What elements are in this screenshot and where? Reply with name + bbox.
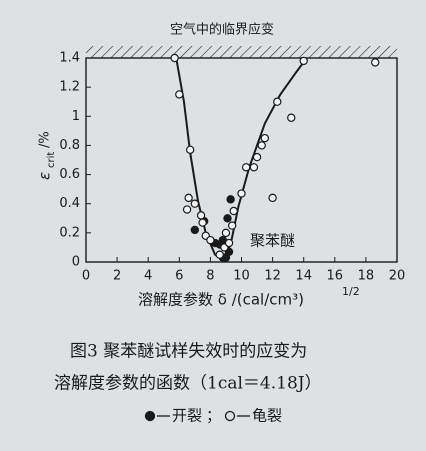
point bbox=[215, 250, 224, 259]
y-tick-label: 0.2 bbox=[59, 225, 80, 240]
legend-label: 龟裂 bbox=[252, 407, 282, 425]
hatch-band bbox=[86, 46, 397, 58]
point bbox=[371, 58, 380, 67]
point bbox=[249, 163, 259, 172]
point bbox=[190, 225, 200, 235]
x-tick-label: 12 bbox=[264, 269, 281, 284]
x-tick-label: 18 bbox=[358, 269, 375, 284]
y-symbol: ε bbox=[36, 172, 54, 180]
y-label: ε crit /% bbox=[36, 131, 58, 180]
legend: 开裂； 龟裂 bbox=[144, 407, 282, 425]
plot-frame bbox=[85, 57, 398, 263]
point bbox=[223, 214, 232, 223]
point bbox=[184, 193, 193, 203]
point bbox=[170, 53, 179, 63]
legend-sep: ； bbox=[206, 407, 221, 425]
y-tick-label: 0.8 bbox=[59, 138, 80, 153]
x-tick-label: 4 bbox=[144, 269, 152, 284]
caption-line: 溶解度参数的函数（1cal＝4.18J） bbox=[54, 374, 322, 394]
y-tick-label: 1.4 bbox=[59, 51, 80, 66]
x-tick-label: 10 bbox=[233, 269, 250, 284]
point bbox=[252, 152, 262, 162]
x-tick-label: 14 bbox=[295, 269, 312, 284]
point bbox=[206, 235, 215, 245]
x-tick-label: 6 bbox=[175, 269, 183, 284]
point bbox=[237, 189, 246, 198]
legend-label: 开裂 bbox=[172, 407, 202, 425]
y-tick-label: 1 bbox=[72, 109, 80, 124]
point bbox=[257, 141, 266, 150]
point bbox=[221, 228, 231, 238]
x-tick-label: 20 bbox=[389, 269, 406, 284]
y-tick-label: 0 bbox=[72, 255, 80, 270]
point bbox=[229, 206, 238, 216]
y-tick-label: 0.6 bbox=[59, 167, 80, 182]
x-tick-label: 2 bbox=[113, 269, 121, 284]
point bbox=[224, 238, 234, 248]
point bbox=[185, 145, 195, 154]
x-tick-label: 0 bbox=[82, 269, 90, 284]
y-subscript: crit bbox=[46, 152, 57, 168]
x-tick-label: 16 bbox=[327, 269, 344, 284]
point bbox=[241, 163, 251, 172]
point bbox=[268, 193, 277, 203]
inner-label: 聚苯醚 bbox=[250, 232, 295, 250]
point bbox=[287, 113, 296, 122]
point bbox=[273, 97, 282, 106]
point bbox=[182, 205, 192, 214]
caption-line: 图3 聚苯醚试样失效时的应变为 bbox=[70, 342, 307, 362]
point bbox=[196, 211, 206, 220]
x-label: 溶解度参数 δ /(cal/cm³) bbox=[138, 291, 304, 309]
point bbox=[198, 218, 207, 227]
point bbox=[299, 56, 308, 66]
point bbox=[175, 90, 184, 99]
legend-marker bbox=[144, 410, 156, 422]
y-tick-label: 1.2 bbox=[59, 80, 80, 95]
point bbox=[227, 221, 237, 230]
point bbox=[260, 133, 270, 143]
point bbox=[226, 195, 235, 204]
x-label-sup: 1/2 bbox=[342, 285, 360, 298]
legend-marker bbox=[224, 410, 236, 422]
x-tick-label: 8 bbox=[206, 269, 214, 284]
y-tick-label: 0.4 bbox=[59, 196, 80, 211]
point bbox=[190, 199, 200, 208]
y-unit: /% bbox=[38, 131, 53, 148]
annotation: 空气中的临界应变 bbox=[170, 22, 274, 38]
